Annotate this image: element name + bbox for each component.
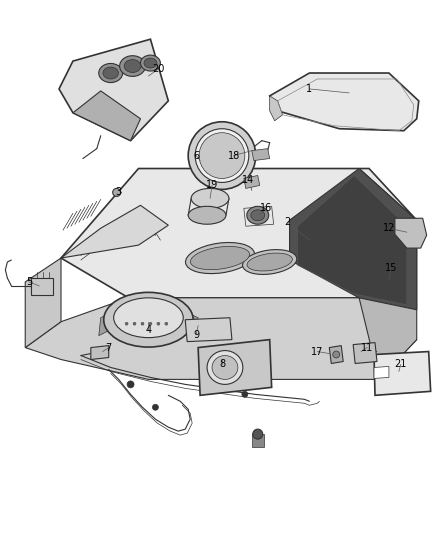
Text: 18: 18 bbox=[228, 151, 240, 160]
Polygon shape bbox=[270, 96, 283, 121]
Text: 1: 1 bbox=[306, 84, 312, 94]
Polygon shape bbox=[252, 434, 264, 447]
Ellipse shape bbox=[207, 351, 243, 384]
Ellipse shape bbox=[152, 404, 159, 410]
Polygon shape bbox=[329, 345, 343, 364]
Text: 9: 9 bbox=[193, 329, 199, 340]
Text: 21: 21 bbox=[395, 359, 407, 369]
Ellipse shape bbox=[125, 322, 128, 325]
Ellipse shape bbox=[243, 249, 297, 274]
Ellipse shape bbox=[149, 322, 152, 325]
Ellipse shape bbox=[191, 188, 229, 208]
Text: 5: 5 bbox=[26, 277, 32, 287]
Ellipse shape bbox=[133, 322, 136, 325]
Ellipse shape bbox=[141, 322, 144, 325]
Text: 7: 7 bbox=[106, 343, 112, 352]
Polygon shape bbox=[374, 367, 389, 378]
Ellipse shape bbox=[141, 55, 160, 71]
Ellipse shape bbox=[333, 351, 340, 358]
Ellipse shape bbox=[120, 56, 145, 76]
Ellipse shape bbox=[188, 122, 256, 189]
Text: 3: 3 bbox=[116, 188, 122, 197]
Polygon shape bbox=[244, 175, 260, 188]
Polygon shape bbox=[198, 340, 272, 395]
Polygon shape bbox=[25, 298, 417, 379]
Polygon shape bbox=[353, 343, 377, 364]
Ellipse shape bbox=[127, 381, 134, 388]
Ellipse shape bbox=[99, 63, 123, 83]
Polygon shape bbox=[25, 258, 61, 348]
Polygon shape bbox=[252, 149, 270, 160]
Polygon shape bbox=[91, 345, 109, 360]
Polygon shape bbox=[374, 352, 431, 395]
Polygon shape bbox=[270, 73, 419, 131]
Text: 12: 12 bbox=[383, 223, 395, 233]
Ellipse shape bbox=[114, 298, 183, 337]
Polygon shape bbox=[183, 312, 198, 334]
Polygon shape bbox=[73, 91, 141, 141]
Text: 19: 19 bbox=[206, 181, 218, 190]
Ellipse shape bbox=[247, 253, 292, 271]
Ellipse shape bbox=[188, 206, 226, 224]
Ellipse shape bbox=[103, 67, 118, 79]
Text: 16: 16 bbox=[260, 203, 272, 213]
Text: 20: 20 bbox=[152, 64, 165, 74]
Text: 4: 4 bbox=[145, 325, 152, 335]
Ellipse shape bbox=[199, 133, 245, 179]
Polygon shape bbox=[297, 175, 407, 305]
Text: 6: 6 bbox=[193, 151, 199, 160]
Ellipse shape bbox=[157, 322, 160, 325]
Ellipse shape bbox=[104, 293, 193, 347]
Text: 17: 17 bbox=[311, 346, 324, 357]
Text: 14: 14 bbox=[242, 175, 254, 185]
Text: 11: 11 bbox=[361, 343, 373, 352]
Polygon shape bbox=[359, 168, 417, 379]
Ellipse shape bbox=[195, 129, 249, 182]
Text: 2: 2 bbox=[284, 217, 291, 227]
Polygon shape bbox=[395, 218, 427, 248]
Ellipse shape bbox=[191, 246, 250, 270]
Ellipse shape bbox=[124, 60, 141, 72]
Ellipse shape bbox=[165, 322, 168, 325]
Ellipse shape bbox=[113, 188, 120, 196]
Ellipse shape bbox=[185, 243, 254, 273]
Ellipse shape bbox=[212, 356, 238, 379]
Polygon shape bbox=[59, 39, 168, 141]
Ellipse shape bbox=[253, 429, 263, 439]
Polygon shape bbox=[61, 168, 417, 298]
Polygon shape bbox=[290, 168, 417, 310]
Text: 8: 8 bbox=[219, 359, 225, 369]
Ellipse shape bbox=[144, 58, 157, 68]
Polygon shape bbox=[185, 318, 232, 342]
Text: 15: 15 bbox=[385, 263, 397, 273]
Ellipse shape bbox=[251, 210, 265, 221]
Polygon shape bbox=[61, 205, 168, 258]
Polygon shape bbox=[31, 278, 53, 295]
Ellipse shape bbox=[242, 391, 248, 397]
Ellipse shape bbox=[247, 206, 268, 224]
Polygon shape bbox=[99, 312, 113, 336]
